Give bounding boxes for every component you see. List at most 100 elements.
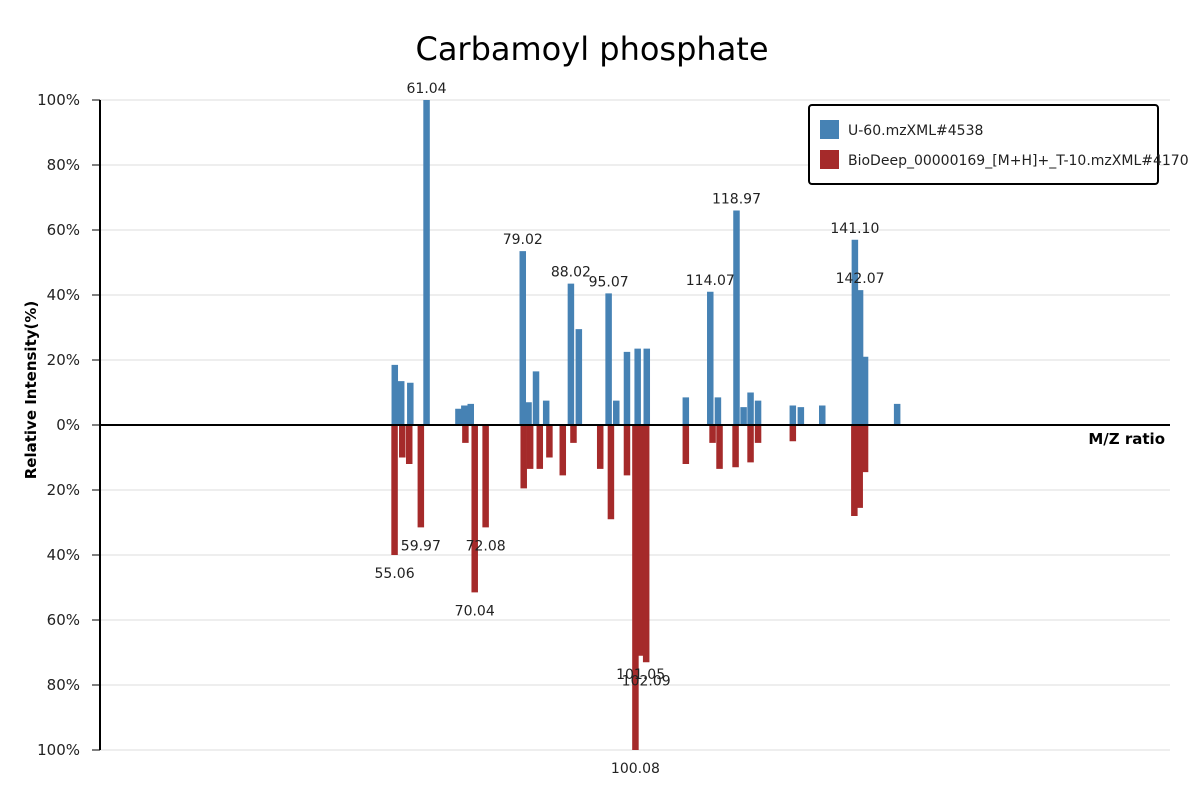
peak-bar-bottom	[559, 425, 567, 476]
peak-bar-top	[733, 210, 740, 425]
legend-label-bottom-series: BioDeep_00000169_[M+H]+_T-10.mzXML#4170	[848, 153, 1189, 169]
y-tick-label: 60%	[47, 611, 80, 629]
legend-swatch-bottom-series	[820, 150, 839, 169]
peak-bar-bottom	[471, 425, 478, 593]
peak-bar-top	[789, 405, 797, 425]
peak-bar-bottom	[536, 425, 544, 469]
peak-bars	[391, 100, 901, 750]
peak-bar-bottom	[747, 425, 754, 463]
peak-bar-bottom	[856, 425, 863, 508]
peak-bar-top	[455, 408, 462, 425]
y-tick-label: 20%	[47, 481, 80, 499]
x-axis-title: M/Z ratio	[1088, 430, 1165, 448]
y-tick-label: 80%	[47, 676, 80, 694]
peak-label: 55.06	[375, 566, 415, 582]
peak-bar-top	[407, 382, 414, 425]
peak-bar-top	[856, 290, 864, 426]
peak-label: 88.02	[551, 265, 591, 281]
peak-bar-top	[461, 405, 468, 425]
chart-title: Carbamoyl phosphate	[415, 30, 768, 68]
peak-bar-bottom	[520, 425, 527, 489]
peak-bar-top	[391, 364, 399, 426]
y-tick-label: 60%	[47, 221, 80, 239]
peak-bar-bottom	[789, 425, 797, 442]
peak-bar-bottom	[732, 425, 739, 468]
peak-bar-top	[542, 400, 550, 426]
peak-label: 72.08	[466, 538, 506, 554]
peak-bar-top	[532, 371, 540, 426]
peak-bar-bottom	[526, 425, 534, 469]
peak-bar-top	[575, 329, 583, 426]
peak-label: 142.07	[836, 271, 885, 287]
peak-label: 102.09	[622, 673, 671, 689]
peak-bar-top	[747, 392, 754, 425]
peak-label: 79.02	[503, 232, 543, 248]
peak-bar-bottom	[482, 425, 489, 528]
peak-bar-bottom	[546, 425, 553, 458]
peak-bar-top	[707, 291, 714, 425]
peak-bar-bottom	[405, 425, 413, 464]
peak-label: 118.97	[712, 192, 761, 208]
peak-bar-bottom	[642, 425, 650, 663]
peak-bar-top	[605, 293, 612, 426]
peak-bar-bottom	[716, 425, 723, 469]
peak-bar-top	[467, 403, 474, 426]
peak-bar-bottom	[682, 425, 690, 464]
peak-bar-bottom	[570, 425, 577, 443]
peak-label: 101.05	[616, 667, 665, 683]
peak-bar-top	[397, 381, 405, 426]
y-tick-label: 20%	[47, 351, 80, 369]
y-tick-label: 0%	[56, 416, 80, 434]
peak-bar-bottom	[754, 425, 762, 443]
y-tick-labels: 100% 80% 60% 40% 20% 0% 20% 40% 60% 80% 100%	[37, 91, 100, 759]
peak-bar-bottom	[861, 425, 869, 473]
peak-bar-bottom	[391, 425, 398, 555]
peak-bar-bottom	[851, 425, 858, 516]
y-tick-label: 100%	[37, 741, 80, 759]
peak-bar-bottom	[632, 425, 639, 750]
peak-bar-top	[423, 100, 430, 425]
peak-bar-bottom	[637, 425, 644, 656]
peak-bar-bottom	[596, 425, 604, 469]
peak-bar-top	[851, 239, 859, 425]
peak-bar-bottom	[623, 425, 631, 476]
peak-bar-top	[634, 348, 641, 426]
peak-bar-top	[519, 251, 527, 426]
peak-label: 95.07	[589, 274, 629, 290]
peak-bar-top	[893, 403, 901, 426]
peak-bar-bottom	[607, 425, 615, 520]
peak-bar-top	[797, 407, 805, 426]
peak-bar-top	[754, 400, 762, 426]
peak-label: 100.08	[611, 761, 660, 777]
y-tick-label: 80%	[47, 156, 80, 174]
peak-bar-top	[740, 407, 747, 426]
peak-bar-top	[613, 400, 620, 426]
peak-bar-top	[861, 356, 869, 425]
peak-bar-bottom	[462, 425, 469, 443]
peak-bar-top	[567, 283, 575, 426]
y-axis-title: Relative Intensity(%)	[22, 301, 40, 480]
peak-label: 59.97	[401, 538, 441, 554]
peak-label: 61.04	[407, 81, 447, 97]
peak-label: 70.04	[455, 603, 495, 619]
legend-box	[808, 104, 1159, 185]
peak-bar-top	[682, 397, 690, 426]
y-tick-label: 40%	[47, 546, 80, 564]
peak-bar-top	[643, 348, 651, 426]
y-tick-label: 100%	[37, 91, 80, 109]
peak-bar-top	[819, 405, 826, 425]
peak-bar-top	[714, 397, 722, 426]
peak-bar-bottom	[417, 425, 425, 528]
peak-bar-bottom	[709, 425, 716, 443]
legend-swatch-top-series	[820, 120, 839, 139]
peak-bar-top	[525, 402, 532, 425]
peak-bar-top	[623, 351, 631, 426]
legend-label-top-series: U-60.mzXML#4538	[848, 123, 983, 139]
legend: U-60.mzXML#4538 BioDeep_00000169_[M+H]+_…	[808, 104, 1189, 185]
y-tick-label: 40%	[47, 286, 80, 304]
peak-bar-bottom	[399, 425, 406, 458]
peak-label: 141.10	[830, 221, 879, 237]
